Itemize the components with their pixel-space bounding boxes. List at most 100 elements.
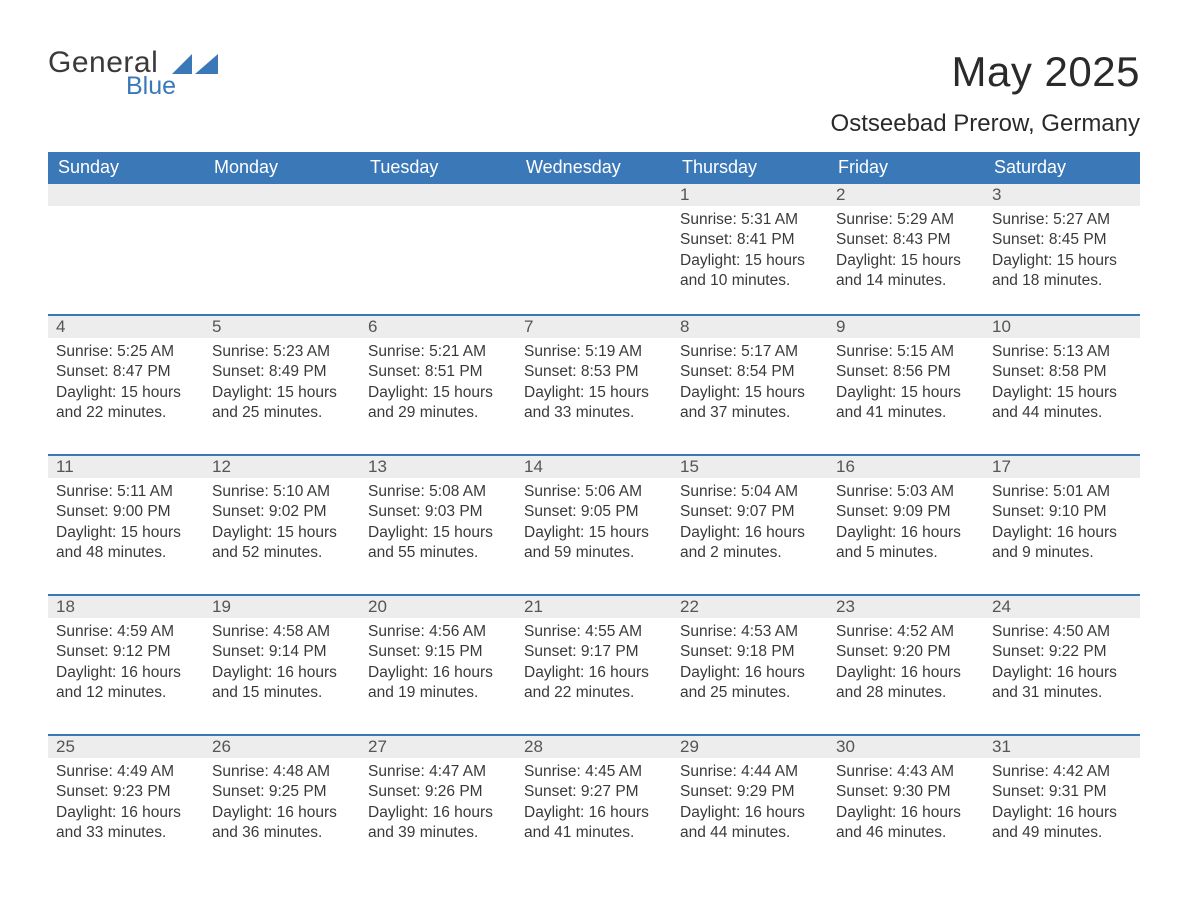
sunset-text: Sunset: 8:49 PM: [212, 362, 352, 382]
week-row: 25Sunrise: 4:49 AMSunset: 9:23 PMDayligh…: [48, 734, 1140, 874]
day-cell: [48, 184, 204, 314]
day-cell: 22Sunrise: 4:53 AMSunset: 9:18 PMDayligh…: [672, 596, 828, 734]
day-content: Sunrise: 5:06 AMSunset: 9:05 PMDaylight:…: [516, 478, 672, 566]
day-header-sunday: Sunday: [48, 152, 204, 184]
sunset-text: Sunset: 9:26 PM: [368, 782, 508, 802]
daylight-text: Daylight: 16 hours and 39 minutes.: [368, 803, 508, 844]
day-cell: 8Sunrise: 5:17 AMSunset: 8:54 PMDaylight…: [672, 316, 828, 454]
day-header-saturday: Saturday: [984, 152, 1140, 184]
sunset-text: Sunset: 8:43 PM: [836, 230, 976, 250]
day-number: 8: [672, 316, 828, 338]
sunrise-text: Sunrise: 5:29 AM: [836, 210, 976, 230]
day-number: 27: [360, 736, 516, 758]
sunset-text: Sunset: 9:15 PM: [368, 642, 508, 662]
day-cell: [204, 184, 360, 314]
location-subtitle: Ostseebad Prerow, Germany: [831, 110, 1140, 138]
day-number: 22: [672, 596, 828, 618]
day-number: 4: [48, 316, 204, 338]
day-content: Sunrise: 4:59 AMSunset: 9:12 PMDaylight:…: [48, 618, 204, 706]
sunset-text: Sunset: 8:58 PM: [992, 362, 1132, 382]
daylight-text: Daylight: 15 hours and 10 minutes.: [680, 251, 820, 292]
day-number: 13: [360, 456, 516, 478]
day-number: 7: [516, 316, 672, 338]
sunrise-text: Sunrise: 4:55 AM: [524, 622, 664, 642]
daylight-text: Daylight: 16 hours and 5 minutes.: [836, 523, 976, 564]
sunset-text: Sunset: 8:45 PM: [992, 230, 1132, 250]
sunset-text: Sunset: 9:05 PM: [524, 502, 664, 522]
day-number: 30: [828, 736, 984, 758]
daylight-text: Daylight: 15 hours and 59 minutes.: [524, 523, 664, 564]
day-header-row: Sunday Monday Tuesday Wednesday Thursday…: [48, 152, 1140, 184]
day-content: Sunrise: 4:44 AMSunset: 9:29 PMDaylight:…: [672, 758, 828, 846]
brand-name-part2: Blue: [126, 74, 176, 99]
sunset-text: Sunset: 9:30 PM: [836, 782, 976, 802]
day-cell: 21Sunrise: 4:55 AMSunset: 9:17 PMDayligh…: [516, 596, 672, 734]
daylight-text: Daylight: 16 hours and 28 minutes.: [836, 663, 976, 704]
sunrise-text: Sunrise: 5:21 AM: [368, 342, 508, 362]
sunset-text: Sunset: 9:31 PM: [992, 782, 1132, 802]
sunrise-text: Sunrise: 5:31 AM: [680, 210, 820, 230]
day-number: 11: [48, 456, 204, 478]
day-number: 24: [984, 596, 1140, 618]
daylight-text: Daylight: 15 hours and 37 minutes.: [680, 383, 820, 424]
day-cell: 5Sunrise: 5:23 AMSunset: 8:49 PMDaylight…: [204, 316, 360, 454]
sunrise-text: Sunrise: 5:15 AM: [836, 342, 976, 362]
day-content: Sunrise: 4:56 AMSunset: 9:15 PMDaylight:…: [360, 618, 516, 706]
sunset-text: Sunset: 8:51 PM: [368, 362, 508, 382]
sunset-text: Sunset: 9:23 PM: [56, 782, 196, 802]
day-cell: 28Sunrise: 4:45 AMSunset: 9:27 PMDayligh…: [516, 736, 672, 874]
sunset-text: Sunset: 9:12 PM: [56, 642, 196, 662]
day-cell: 3Sunrise: 5:27 AMSunset: 8:45 PMDaylight…: [984, 184, 1140, 314]
sunrise-text: Sunrise: 5:03 AM: [836, 482, 976, 502]
day-cell: 27Sunrise: 4:47 AMSunset: 9:26 PMDayligh…: [360, 736, 516, 874]
week-row: 1Sunrise: 5:31 AMSunset: 8:41 PMDaylight…: [48, 184, 1140, 314]
daylight-text: Daylight: 16 hours and 15 minutes.: [212, 663, 352, 704]
sunset-text: Sunset: 9:25 PM: [212, 782, 352, 802]
calendar-grid: Sunday Monday Tuesday Wednesday Thursday…: [48, 152, 1140, 874]
sunset-text: Sunset: 8:41 PM: [680, 230, 820, 250]
day-cell: 6Sunrise: 5:21 AMSunset: 8:51 PMDaylight…: [360, 316, 516, 454]
day-cell: 30Sunrise: 4:43 AMSunset: 9:30 PMDayligh…: [828, 736, 984, 874]
sunrise-text: Sunrise: 4:52 AM: [836, 622, 976, 642]
daylight-text: Daylight: 15 hours and 41 minutes.: [836, 383, 976, 424]
day-content: Sunrise: 5:23 AMSunset: 8:49 PMDaylight:…: [204, 338, 360, 426]
day-cell: 29Sunrise: 4:44 AMSunset: 9:29 PMDayligh…: [672, 736, 828, 874]
day-number: 19: [204, 596, 360, 618]
sunrise-text: Sunrise: 4:45 AM: [524, 762, 664, 782]
day-content: Sunrise: 5:08 AMSunset: 9:03 PMDaylight:…: [360, 478, 516, 566]
day-number: 5: [204, 316, 360, 338]
sunrise-text: Sunrise: 5:04 AM: [680, 482, 820, 502]
day-content: Sunrise: 5:10 AMSunset: 9:02 PMDaylight:…: [204, 478, 360, 566]
day-content: Sunrise: 4:42 AMSunset: 9:31 PMDaylight:…: [984, 758, 1140, 846]
day-number: 29: [672, 736, 828, 758]
daylight-text: Daylight: 15 hours and 18 minutes.: [992, 251, 1132, 292]
daylight-text: Daylight: 15 hours and 29 minutes.: [368, 383, 508, 424]
day-number: 31: [984, 736, 1140, 758]
sunrise-text: Sunrise: 5:10 AM: [212, 482, 352, 502]
day-cell: 16Sunrise: 5:03 AMSunset: 9:09 PMDayligh…: [828, 456, 984, 594]
day-number: 9: [828, 316, 984, 338]
day-cell: 13Sunrise: 5:08 AMSunset: 9:03 PMDayligh…: [360, 456, 516, 594]
sunrise-text: Sunrise: 4:58 AM: [212, 622, 352, 642]
sunrise-text: Sunrise: 5:13 AM: [992, 342, 1132, 362]
sunset-text: Sunset: 9:02 PM: [212, 502, 352, 522]
sunset-text: Sunset: 9:03 PM: [368, 502, 508, 522]
sunrise-text: Sunrise: 4:44 AM: [680, 762, 820, 782]
sunrise-text: Sunrise: 5:25 AM: [56, 342, 196, 362]
day-content: Sunrise: 4:50 AMSunset: 9:22 PMDaylight:…: [984, 618, 1140, 706]
day-content: Sunrise: 4:48 AMSunset: 9:25 PMDaylight:…: [204, 758, 360, 846]
day-cell: 20Sunrise: 4:56 AMSunset: 9:15 PMDayligh…: [360, 596, 516, 734]
sunset-text: Sunset: 8:56 PM: [836, 362, 976, 382]
daylight-text: Daylight: 15 hours and 44 minutes.: [992, 383, 1132, 424]
day-cell: 1Sunrise: 5:31 AMSunset: 8:41 PMDaylight…: [672, 184, 828, 314]
sunrise-text: Sunrise: 5:23 AM: [212, 342, 352, 362]
daylight-text: Daylight: 16 hours and 44 minutes.: [680, 803, 820, 844]
sunset-text: Sunset: 9:18 PM: [680, 642, 820, 662]
week-row: 18Sunrise: 4:59 AMSunset: 9:12 PMDayligh…: [48, 594, 1140, 734]
day-cell: 25Sunrise: 4:49 AMSunset: 9:23 PMDayligh…: [48, 736, 204, 874]
sunset-text: Sunset: 9:07 PM: [680, 502, 820, 522]
day-content: Sunrise: 4:52 AMSunset: 9:20 PMDaylight:…: [828, 618, 984, 706]
day-number: 28: [516, 736, 672, 758]
daylight-text: Daylight: 15 hours and 52 minutes.: [212, 523, 352, 564]
daylight-text: Daylight: 15 hours and 25 minutes.: [212, 383, 352, 424]
